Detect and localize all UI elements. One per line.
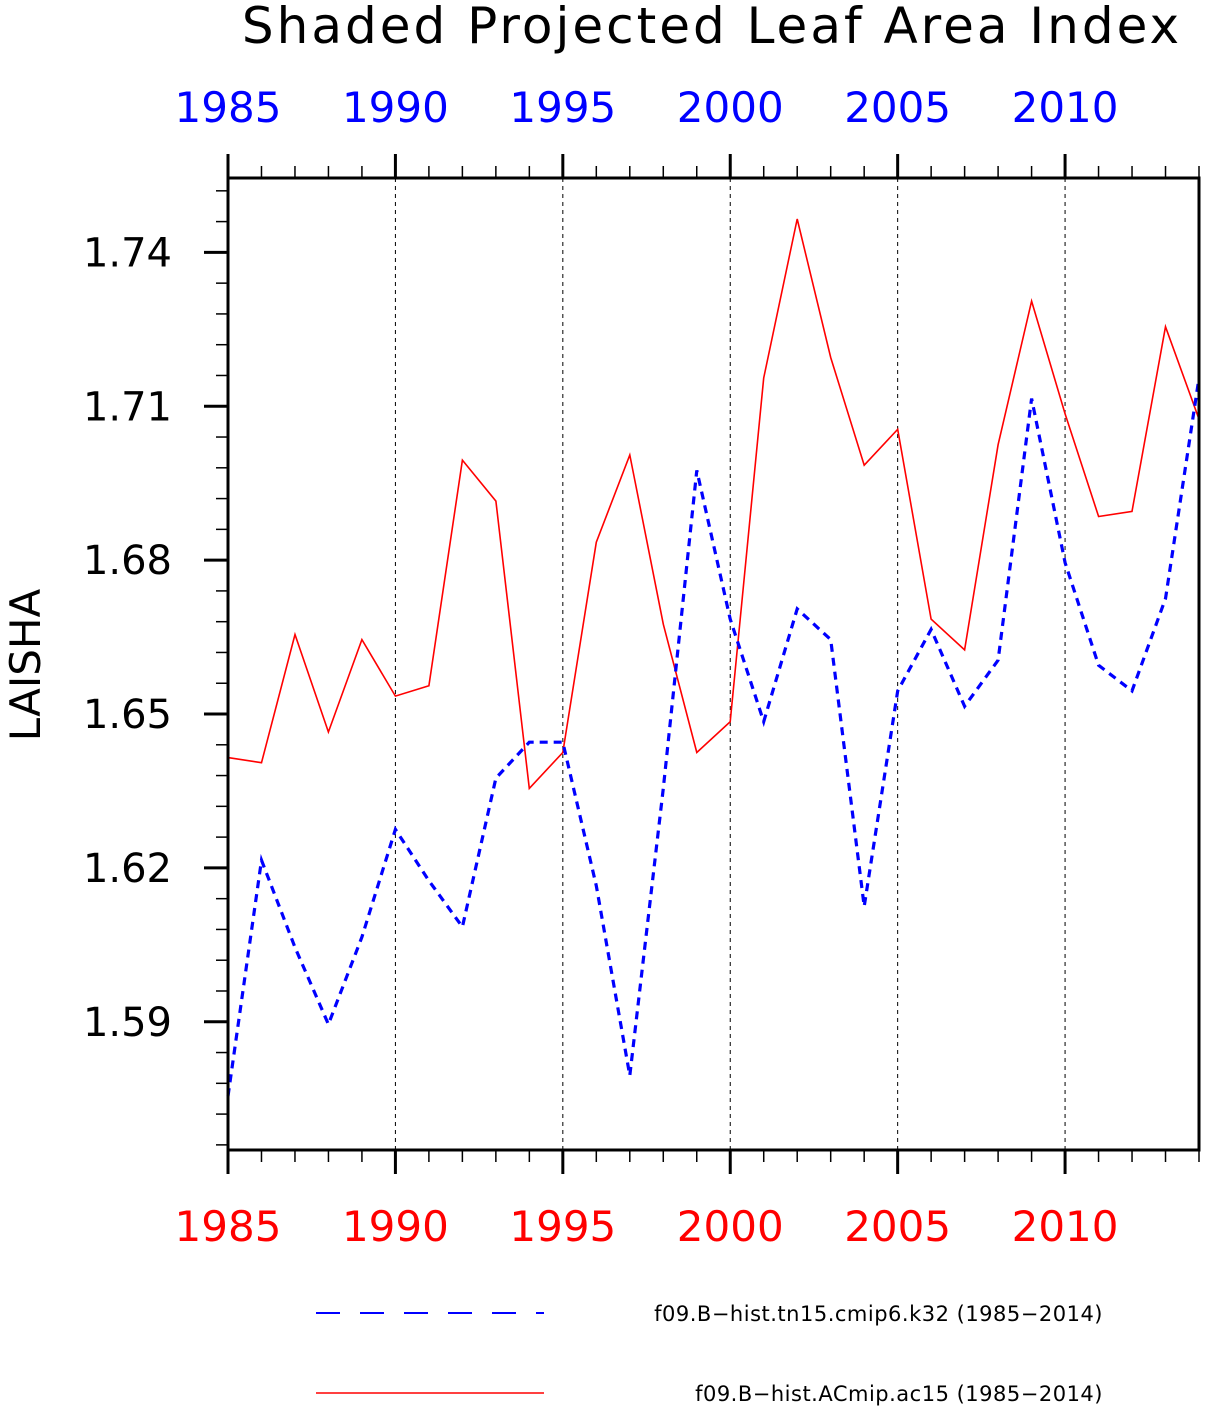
y-tick-label-1.74: 1.74 (83, 230, 172, 276)
chart-title: Shaded Projected Leaf Area Index (242, 0, 1182, 55)
tick-labels: 1985 1985 1990 1990 1995 1995 2000 2000 2005 2005… (83, 83, 1119, 1251)
bottom-x-tick-label-2005: 2005 (844, 1202, 951, 1251)
y-axis-label: LAISHA (1, 589, 50, 742)
bottom-x-tick-label-2010: 2010 (1012, 1202, 1119, 1251)
legend-label-2: f09.B−hist.ACmip.ac15 (1985−2014) (695, 1382, 1103, 1406)
top-x-tick-label-1985: 1985 (175, 83, 282, 132)
plot-frame (226, 176, 1201, 1152)
grid-lines (394, 178, 1066, 1150)
top-x-tick-label-1990: 1990 (342, 83, 449, 132)
top-x-tick-label-1995: 1995 (509, 83, 616, 132)
bottom-x-tick-label-2000: 2000 (677, 1202, 784, 1251)
series-line-1 (226, 377, 1201, 1097)
bottom-x-tick-label-1985: 1985 (175, 1202, 282, 1251)
top-x-tick-label-2000: 2000 (677, 83, 784, 132)
y-tick-label-1.59: 1.59 (83, 1000, 172, 1046)
legend-label-1: f09.B−hist.tn15.cmip6.k32 (1985−2014) (654, 1302, 1103, 1326)
series-line-2 (227, 218, 1200, 791)
top-x-tick-label-2005: 2005 (844, 83, 951, 132)
y-tick-label-1.71: 1.71 (83, 384, 172, 430)
y-tick-label-1.62: 1.62 (83, 846, 172, 892)
axis-ticks (204, 154, 1200, 1174)
legend: f09.B−hist.tn15.cmip6.k32 (1985−2014) f09… (316, 1302, 1103, 1406)
bottom-x-tick-label-1995: 1995 (509, 1202, 616, 1251)
series-lines (226, 218, 1201, 1097)
y-tick-label-1.68: 1.68 (83, 538, 172, 584)
bottom-x-tick-label-1990: 1990 (342, 1202, 449, 1251)
y-tick-label-1.65: 1.65 (83, 692, 172, 738)
top-x-tick-label-2010: 2010 (1012, 83, 1119, 132)
